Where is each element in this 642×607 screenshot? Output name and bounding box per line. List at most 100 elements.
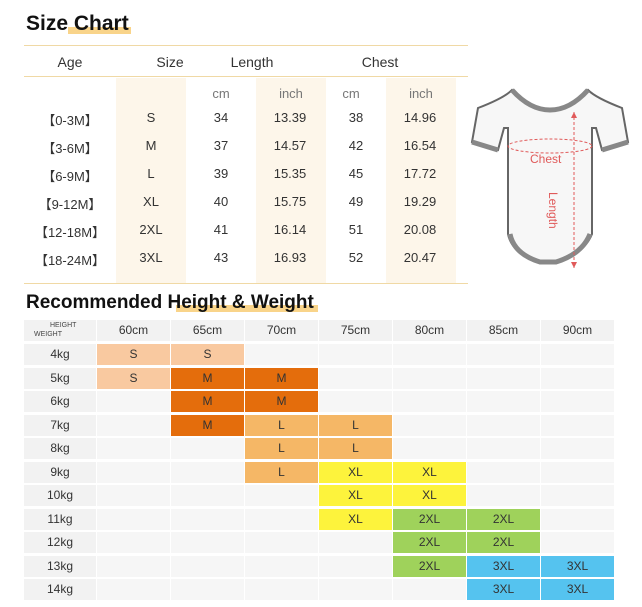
empty-cell (467, 461, 540, 483)
length-label: Length (546, 192, 560, 229)
empty-cell (393, 367, 466, 389)
size-cell-length-cm: 40 (213, 194, 229, 209)
size-recommendation-cell: XL (393, 485, 466, 506)
size-cell-age: 【12-18M】 (34, 225, 106, 240)
size-recommendation-cell: XL (393, 461, 466, 483)
size-cell-age: 【3-6M】 (42, 141, 98, 156)
size-recommendation-cell: 3XL (467, 555, 540, 577)
empty-cell (541, 367, 614, 389)
size-recommendation-cell: S (97, 344, 170, 365)
height-header: 90cm (541, 320, 614, 341)
unit-label: inch (279, 86, 303, 101)
empty-cell (467, 485, 540, 506)
empty-cell (97, 508, 170, 530)
weight-label: 8kg (24, 438, 96, 459)
size-cell-chest-cm: 51 (348, 222, 364, 237)
size-recommendation-cell: M (171, 391, 244, 412)
size-cell-length-cm: 37 (213, 138, 229, 153)
size-cell-size: 2XL (139, 222, 163, 237)
weight-label: 12kg (24, 532, 96, 553)
empty-cell (541, 438, 614, 459)
weight-label: 13kg (24, 555, 96, 577)
size-cell-chest-inch: 17.72 (403, 166, 437, 181)
height-header: 75cm (319, 320, 392, 341)
size-recommendation-cell: L (319, 438, 392, 459)
unit-label: cm (212, 86, 230, 101)
empty-cell (393, 414, 466, 436)
size-column-bg (116, 78, 186, 283)
size-cell-chest-inch: 20.08 (403, 222, 437, 237)
size-recommendation-cell: L (245, 414, 318, 436)
size-cell-size: M (145, 138, 157, 153)
size-recommendation-cell: M (245, 391, 318, 412)
height-header: 65cm (171, 320, 244, 341)
empty-cell (541, 485, 614, 506)
weight-label: 4kg (24, 344, 96, 365)
header-size: Size (156, 54, 184, 70)
table-bottom-rule (24, 283, 468, 284)
empty-cell (467, 344, 540, 365)
size-cell-length-inch: 16.14 (273, 222, 307, 237)
size-recommendation-cell: L (245, 461, 318, 483)
size-recommendation-cell: L (245, 438, 318, 459)
size-cell-chest-cm: 45 (348, 166, 364, 181)
weight-label: 9kg (24, 461, 96, 483)
size-cell-age: 【0-3M】 (42, 113, 98, 128)
size-cell-length-cm: 34 (213, 110, 229, 125)
empty-cell (541, 344, 614, 365)
empty-cell (97, 532, 170, 553)
size-recommendation-cell: XL (319, 508, 392, 530)
size-cell-chest-inch: 19.29 (403, 194, 437, 209)
size-cell-age: 【9-12M】 (38, 197, 102, 212)
size-recommendation-cell: L (319, 414, 392, 436)
empty-cell (97, 438, 170, 459)
size-recommendation-cell: M (171, 414, 244, 436)
weight-label: 5kg (24, 367, 96, 389)
weight-label: 11kg (24, 508, 96, 530)
weight-label: 7kg (24, 414, 96, 436)
empty-cell (319, 344, 392, 365)
size-recommendation-cell: 2XL (393, 532, 466, 553)
empty-cell (319, 367, 392, 389)
empty-cell (319, 579, 392, 600)
height-weight-title: Recommended Height & Weight (26, 292, 318, 314)
empty-cell (541, 391, 614, 412)
size-cell-length-cm: 41 (213, 222, 229, 237)
empty-cell (319, 391, 392, 412)
empty-cell (541, 508, 614, 530)
size-recommendation-cell: 3XL (541, 579, 614, 600)
size-cell-length-inch: 15.75 (273, 194, 307, 209)
size-cell-length-inch: 14.57 (273, 138, 307, 153)
empty-cell (171, 508, 244, 530)
empty-cell (245, 508, 318, 530)
size-cell-size: L (147, 166, 155, 181)
size-recommendation-cell: 3XL (467, 579, 540, 600)
size-recommendation-cell: 2XL (467, 508, 540, 530)
empty-cell (171, 438, 244, 459)
size-cell-age: 【18-24M】 (34, 253, 106, 268)
empty-cell (319, 555, 392, 577)
size-cell-chest-cm: 52 (348, 250, 364, 265)
header-length: Length (230, 54, 274, 70)
empty-cell (171, 579, 244, 600)
size-recommendation-cell: M (245, 367, 318, 389)
empty-cell (245, 555, 318, 577)
empty-cell (171, 532, 244, 553)
size-cell-chest-inch: 14.96 (403, 110, 437, 125)
empty-cell (171, 555, 244, 577)
size-recommendation-cell: 2XL (393, 508, 466, 530)
header-chest: Chest (361, 54, 399, 70)
size-recommendation-cell: XL (319, 461, 392, 483)
chest-label: Chest (530, 152, 562, 166)
size-cell-chest-inch: 20.47 (403, 250, 437, 265)
size-chart-title: Size Chart (26, 12, 131, 35)
corner-cell: HEIGHT WEIGHT (24, 320, 96, 341)
height-header: 60cm (97, 320, 170, 341)
size-cell-chest-inch: 16.54 (403, 138, 437, 153)
empty-cell (245, 579, 318, 600)
empty-cell (467, 391, 540, 412)
empty-cell (97, 555, 170, 577)
height-header: 80cm (393, 320, 466, 341)
header-bottom-rule (24, 76, 468, 77)
size-cell-length-inch: 15.35 (273, 166, 307, 181)
